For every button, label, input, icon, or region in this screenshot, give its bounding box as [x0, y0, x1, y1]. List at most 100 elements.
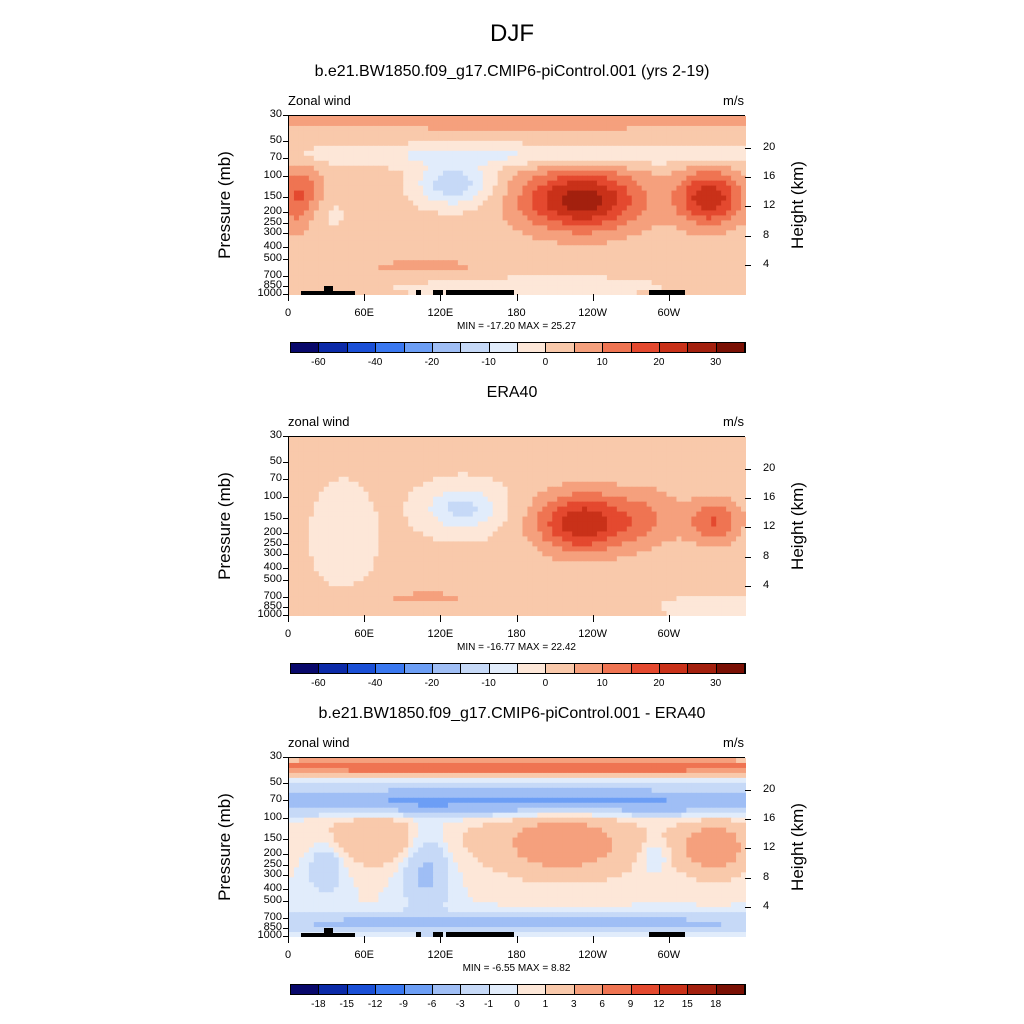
- field-cell: [527, 116, 533, 122]
- field-cell: [696, 135, 702, 142]
- field-cell: [731, 260, 737, 266]
- field-cell: [577, 260, 583, 266]
- field-cell: [671, 516, 678, 523]
- field-cell: [497, 150, 504, 157]
- field-cell: [408, 190, 414, 197]
- field-cell: [378, 180, 384, 187]
- field-cell: [636, 220, 643, 226]
- field-cell: [646, 451, 653, 458]
- field-cell: [428, 245, 434, 251]
- field-cell: [482, 230, 489, 236]
- field-cell: [646, 245, 653, 251]
- field-cell: [428, 180, 434, 187]
- field-cell: [537, 280, 543, 286]
- field-cell: [636, 506, 643, 513]
- field-cell: [442, 180, 449, 187]
- field-cell: [373, 486, 380, 493]
- field-cell: [403, 205, 409, 212]
- field-cell: [507, 145, 514, 152]
- field-cell: [497, 155, 504, 162]
- field-cell: [477, 210, 484, 217]
- field-cell: [462, 230, 469, 236]
- field-cell: [651, 215, 658, 222]
- field-cell: [433, 451, 439, 458]
- field-cell: [472, 135, 479, 142]
- field-cell: [497, 215, 504, 222]
- field-cell: [462, 516, 469, 523]
- field-cell: [378, 461, 384, 468]
- field-cell: [393, 496, 399, 503]
- pressure-tick-mark: [283, 141, 288, 143]
- field-cell: [313, 245, 320, 251]
- field-cell: [601, 481, 608, 488]
- field-cell: [348, 481, 355, 488]
- field-cell: [383, 511, 389, 518]
- field-cell: [447, 185, 454, 192]
- field-cell: [636, 145, 643, 152]
- field-cell: [671, 155, 678, 162]
- field-cell: [482, 220, 489, 226]
- field-cell: [507, 516, 514, 523]
- field-cell: [373, 220, 380, 226]
- field-cell: [542, 155, 548, 162]
- field-cell: [532, 185, 538, 192]
- field-cell: [547, 270, 553, 276]
- field-cell: [741, 230, 746, 236]
- field-cell: [423, 155, 429, 162]
- field-cell: [358, 130, 365, 137]
- field-cell: [721, 461, 727, 468]
- field-cell: [472, 190, 479, 197]
- field-cell: [721, 175, 727, 182]
- field-cell: [691, 481, 697, 488]
- field-cell: [452, 456, 459, 463]
- field-cell: [522, 451, 529, 458]
- field-cell: [567, 250, 573, 256]
- field-cell: [438, 511, 444, 518]
- field-cell: [423, 116, 429, 122]
- field-cell: [293, 140, 300, 147]
- field-cell: [592, 145, 598, 152]
- field-cell: [298, 230, 305, 236]
- field-cell: [696, 437, 702, 443]
- field-cell: [721, 150, 727, 157]
- field-cell: [646, 255, 653, 261]
- field-cell: [323, 155, 330, 162]
- field-cell: [711, 225, 717, 231]
- field-cell: [373, 120, 380, 127]
- field-cell: [457, 205, 464, 212]
- field-cell: [681, 205, 687, 212]
- longitude-tick: 60W: [657, 307, 681, 319]
- field-cell: [582, 446, 588, 453]
- field-cell: [487, 155, 494, 162]
- field-cell: [631, 220, 638, 226]
- field-cell: [616, 446, 623, 453]
- field-cell: [711, 250, 717, 256]
- field-cell: [537, 481, 543, 488]
- field-cell: [303, 210, 310, 217]
- field-cell: [517, 145, 524, 152]
- field-cell: [736, 481, 742, 488]
- field-cell: [686, 225, 692, 231]
- field-cell: [601, 165, 608, 172]
- field-cell: [721, 200, 727, 207]
- y2-axis-label: Height (km): [788, 160, 807, 249]
- field-cell: [507, 200, 514, 207]
- field-cell: [472, 446, 479, 453]
- field-cell: [353, 270, 360, 276]
- field-cell: [661, 150, 668, 157]
- field-cell: [666, 130, 673, 137]
- field-cell: [348, 275, 355, 281]
- field-cell: [562, 486, 568, 493]
- field-cell: [701, 506, 707, 513]
- field-cell: [467, 441, 474, 448]
- field-cell: [646, 190, 653, 197]
- field-cell: [606, 240, 613, 246]
- field-cell: [601, 210, 608, 217]
- field-cell: [447, 125, 454, 132]
- field-cell: [552, 200, 558, 207]
- field-cell: [656, 250, 663, 256]
- field-cell: [611, 451, 618, 458]
- pressure-tick-mark: [283, 258, 288, 260]
- field-cell: [671, 125, 678, 132]
- field-cell: [343, 265, 350, 271]
